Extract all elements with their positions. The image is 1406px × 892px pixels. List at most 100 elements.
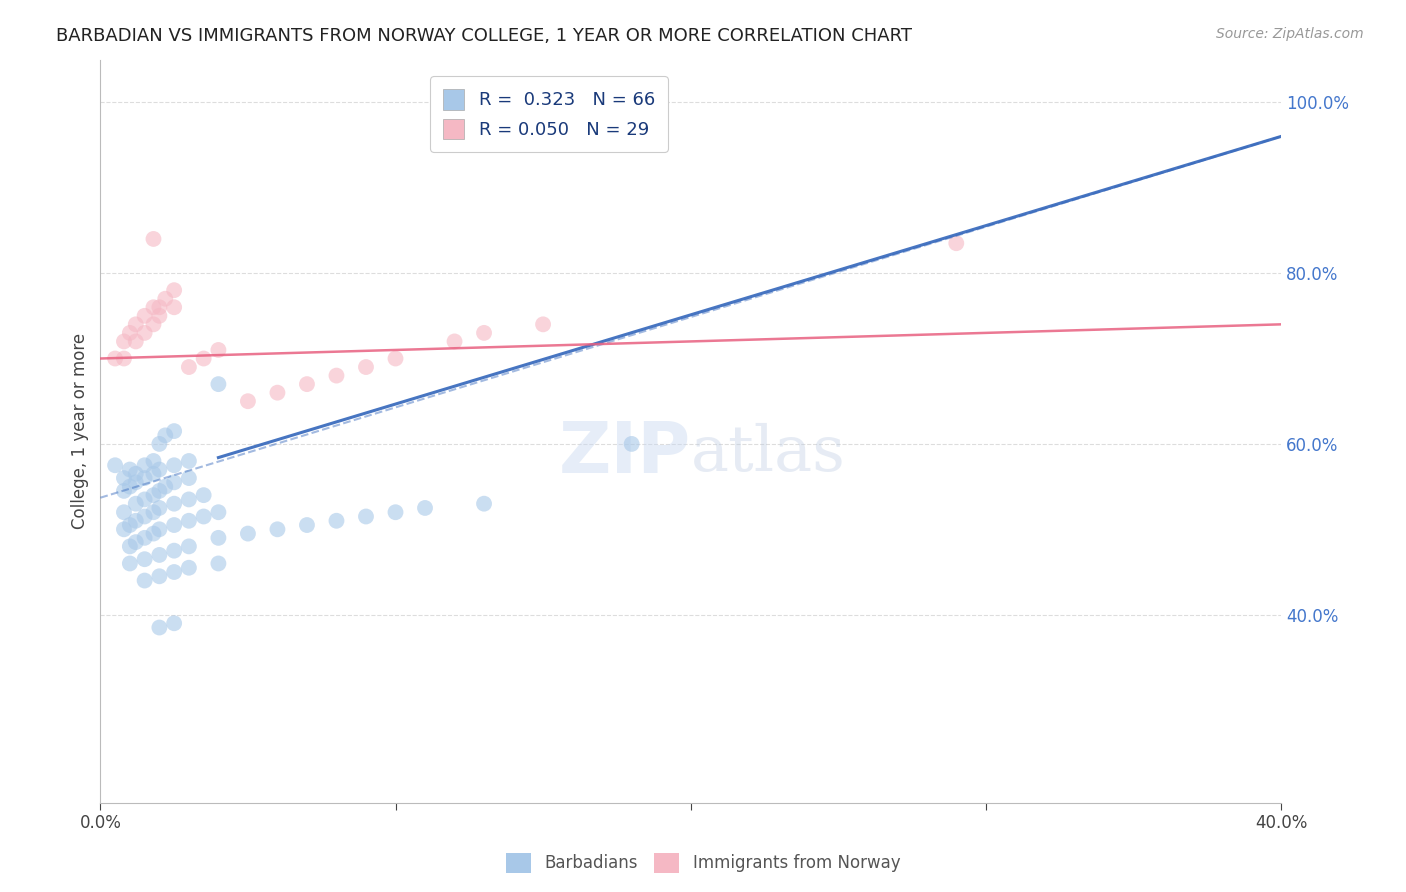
Point (354, 359, 377, 374)
Point (163, 424, 186, 438)
Point (112, 334, 135, 349)
Point (531, 318, 554, 332)
Point (118, 480, 141, 494)
Point (148, 483, 170, 498)
Point (148, 300, 170, 314)
Text: ZIP: ZIP (558, 419, 690, 488)
Point (163, 518, 186, 533)
Point (125, 318, 148, 332)
Point (193, 488, 215, 502)
Legend: R =  0.323   N = 66, R = 0.050   N = 29: R = 0.323 N = 66, R = 0.050 N = 29 (430, 76, 668, 152)
Point (142, 454, 165, 468)
Point (118, 518, 141, 533)
Point (177, 514, 200, 528)
Point (104, 458, 127, 473)
Point (134, 492, 156, 507)
Point (104, 351, 127, 366)
Point (148, 437, 170, 451)
Point (177, 454, 200, 468)
Point (148, 500, 170, 515)
Point (384, 351, 406, 366)
Point (295, 377, 318, 392)
Point (134, 471, 156, 485)
Point (125, 535, 148, 549)
Point (163, 543, 186, 558)
Point (163, 497, 186, 511)
Point (142, 300, 165, 314)
Point (177, 540, 200, 554)
Point (148, 309, 170, 323)
Point (112, 471, 135, 485)
Point (413, 500, 436, 515)
Point (325, 514, 347, 528)
Point (112, 505, 135, 519)
Point (155, 428, 177, 442)
Point (112, 483, 135, 498)
Point (142, 488, 165, 502)
Point (125, 334, 148, 349)
Point (207, 557, 229, 571)
Point (177, 359, 200, 374)
Point (134, 574, 156, 588)
Point (134, 509, 156, 524)
Text: Source: ZipAtlas.com: Source: ZipAtlas.com (1216, 27, 1364, 41)
Point (177, 560, 200, 574)
Point (472, 326, 495, 340)
Point (620, 437, 643, 451)
Point (177, 492, 200, 507)
Point (266, 385, 288, 400)
Point (118, 540, 141, 554)
Point (134, 552, 156, 566)
Point (134, 458, 156, 473)
Point (472, 497, 495, 511)
Point (142, 526, 165, 541)
Point (163, 475, 186, 490)
Legend: Barbadians, Immigrants from Norway: Barbadians, Immigrants from Norway (499, 847, 907, 880)
Point (148, 569, 170, 583)
Point (142, 467, 165, 481)
Point (155, 480, 177, 494)
Point (384, 505, 406, 519)
Point (148, 522, 170, 536)
Point (118, 326, 141, 340)
Point (236, 394, 259, 409)
Point (163, 300, 186, 314)
Point (148, 462, 170, 476)
Point (125, 467, 148, 481)
Point (125, 497, 148, 511)
Point (443, 334, 465, 349)
Point (207, 343, 229, 357)
Point (155, 292, 177, 306)
Point (163, 283, 186, 297)
Point (207, 377, 229, 392)
Point (125, 475, 148, 490)
Point (163, 565, 186, 579)
Text: atlas: atlas (690, 423, 845, 484)
Y-axis label: College, 1 year or more: College, 1 year or more (72, 333, 89, 529)
Point (125, 514, 148, 528)
Point (163, 458, 186, 473)
Point (142, 232, 165, 246)
Point (295, 518, 318, 533)
Point (118, 557, 141, 571)
Point (207, 531, 229, 545)
Point (236, 526, 259, 541)
Text: BARBADIAN VS IMMIGRANTS FROM NORWAY COLLEGE, 1 YEAR OR MORE CORRELATION CHART: BARBADIAN VS IMMIGRANTS FROM NORWAY COLL… (56, 27, 912, 45)
Point (134, 531, 156, 545)
Point (142, 505, 165, 519)
Point (112, 351, 135, 366)
Point (266, 522, 288, 536)
Point (354, 509, 377, 524)
Point (112, 522, 135, 536)
Point (148, 548, 170, 562)
Point (118, 462, 141, 476)
Point (142, 318, 165, 332)
Point (134, 309, 156, 323)
Point (207, 505, 229, 519)
Point (163, 616, 186, 631)
Point (177, 471, 200, 485)
Point (325, 368, 347, 383)
Point (148, 620, 170, 634)
Point (193, 351, 215, 366)
Point (193, 509, 215, 524)
